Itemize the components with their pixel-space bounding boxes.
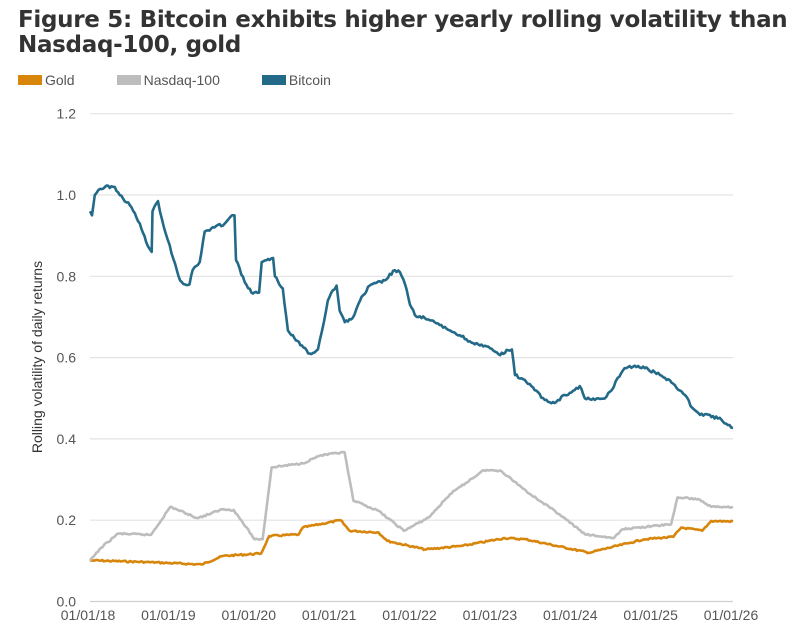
y-tick-label: 1.0: [57, 187, 77, 203]
x-tick-label: 01/01/18: [61, 607, 116, 623]
legend-label-bitcoin: Bitcoin: [288, 72, 331, 88]
legend-item-gold: Gold: [18, 72, 75, 88]
y-tick-label: 0.6: [57, 350, 77, 366]
y-tick-label: 0.2: [57, 512, 77, 528]
legend-swatch-bitcoin: [261, 75, 286, 85]
legend-swatch-nasdaq: [116, 75, 141, 85]
series-line-gold: [89, 518, 734, 566]
chart-title: Figure 5: Bitcoin exhibits higher yearly…: [18, 7, 788, 58]
x-tick-label: 01/01/19: [141, 607, 196, 623]
x-tick-label: 01/01/25: [623, 607, 678, 623]
legend-item-bitcoin: Bitcoin: [261, 72, 331, 88]
series-line-bitcoin: [88, 184, 734, 430]
legend-label-gold: Gold: [45, 72, 75, 88]
series-line-nasdaq-100: [88, 450, 734, 562]
y-tick-label: 0.8: [57, 268, 77, 284]
x-tick-label: 01/01/21: [302, 607, 357, 623]
legend-swatch-gold: [18, 75, 42, 85]
legend-label-nasdaq: Nasdaq-100: [143, 72, 220, 88]
y-tick-label: 0.0: [57, 594, 77, 610]
x-tick-label: 01/01/24: [543, 607, 598, 623]
y-axis-label: Rolling volatility of daily returns: [29, 261, 45, 453]
y-tick-label: 1.2: [57, 106, 77, 122]
y-tick-label: 0.4: [57, 431, 77, 447]
x-tick-label: 01/01/22: [382, 607, 437, 623]
x-tick-label: 01/01/20: [222, 607, 277, 623]
x-tick-label: 01/01/26: [704, 607, 759, 623]
x-tick-label: 01/01/23: [463, 607, 518, 623]
legend: Gold Nasdaq-100 Bitcoin: [18, 72, 359, 88]
legend-item-nasdaq: Nasdaq-100: [116, 72, 220, 88]
